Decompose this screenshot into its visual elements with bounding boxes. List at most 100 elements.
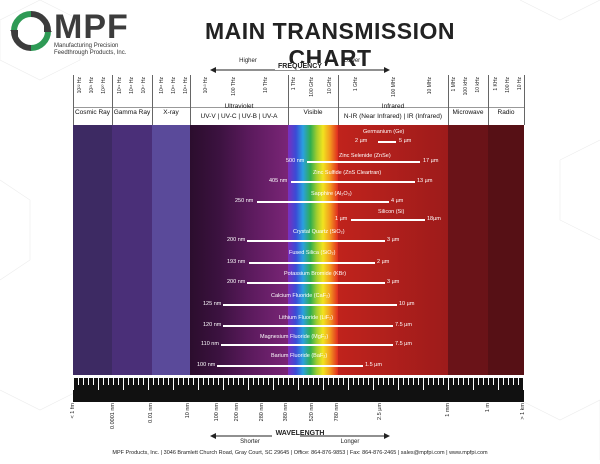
ruler-tick	[113, 378, 114, 385]
tick-label: 100 Hz	[505, 77, 511, 93]
ruler-tick	[428, 378, 429, 385]
material-range-bar	[217, 365, 363, 367]
ruler-tick	[398, 378, 399, 390]
material-max: 3 µm	[387, 279, 400, 285]
ruler-tick	[188, 378, 189, 385]
wavelength-tick-label: > 1 km	[520, 403, 526, 420]
wavelength-tick-label: 780 nm	[334, 403, 340, 422]
material-label: Zinc Selenide (ZnSe)	[339, 153, 391, 159]
material-range-bar	[257, 201, 389, 203]
material-min: 125 nm	[203, 301, 222, 307]
band-separator	[190, 75, 191, 125]
material-min: 1 µm	[335, 216, 348, 222]
material-min: 2 µm	[355, 138, 368, 144]
ruler-tick	[388, 378, 389, 385]
material-min: 120 nm	[203, 322, 222, 328]
material-min: 200 nm	[227, 279, 246, 285]
ruler-tick	[78, 378, 79, 385]
material-range-bar	[378, 141, 396, 143]
band-cosmic	[73, 125, 112, 375]
ruler-tick	[358, 378, 359, 385]
tick-label: 100 kHz	[463, 77, 469, 96]
ruler-tick	[308, 378, 309, 385]
ruler-tick	[73, 378, 74, 390]
ruler-tick	[248, 378, 249, 390]
material-range-bar	[249, 262, 375, 264]
tick-label: 10¹⁶ Hz	[159, 77, 165, 94]
ruler-tick	[333, 378, 334, 385]
wavelength-tick-label: 2.5 µm	[377, 403, 383, 420]
tick-label: 10²⁰ Hz	[101, 77, 107, 94]
band-separator	[152, 75, 153, 125]
ruler-tick	[383, 378, 384, 385]
band-label-radio: Radio	[497, 109, 515, 116]
ruler-tick	[293, 378, 294, 385]
ruler-tick	[353, 378, 354, 385]
ruler-tick	[408, 378, 409, 385]
frequency-label: FREQUENCY	[275, 63, 325, 70]
ruler-tick	[373, 378, 374, 390]
tick-label: 10²² Hz	[77, 77, 83, 94]
ruler-tick	[253, 378, 254, 385]
band-label-microwave: Microwave	[452, 109, 484, 116]
frequency-row: Higher Lower FREQUENCY	[0, 58, 600, 74]
ruler-tick	[168, 378, 169, 385]
wavelength-tick-label: 0.01 nm	[148, 403, 154, 423]
ruler-tick	[348, 378, 349, 390]
wavelength-longer-label: Longer	[340, 439, 360, 445]
band-separator	[73, 75, 74, 125]
ruler-tick	[298, 378, 299, 390]
material-label: Silicon (Si)	[378, 209, 405, 215]
ruler-tick	[393, 378, 394, 385]
ruler-tick	[513, 378, 514, 385]
ruler-tick	[463, 378, 464, 385]
ruler-tick	[83, 378, 84, 385]
material-label: Magnesium Fluoride (MgF₂)	[260, 334, 329, 340]
company-logo: MPF Manufacturing Precision Feedthrough …	[10, 8, 170, 68]
ruler-tick	[178, 378, 179, 385]
ruler-tick	[213, 378, 214, 385]
logo-subtitle-line1: Manufacturing Precision	[54, 43, 119, 49]
tick-label: 10¹⁹ Hz	[117, 77, 123, 94]
ruler-tick	[103, 378, 104, 385]
band-radio	[488, 125, 524, 375]
tick-label: 100 MHz	[391, 77, 397, 98]
material-max: 5 µm	[399, 138, 412, 144]
ruler-tick	[303, 378, 304, 385]
tick-label: 10 kHz	[475, 77, 481, 93]
ruler-tick	[313, 378, 314, 385]
tick-label: 10¹⁵ Hz	[171, 77, 177, 94]
material-label: Fused Silica (SiO₂)	[289, 250, 336, 256]
tick-label: 10 GHz	[327, 77, 333, 94]
ruler-tick	[278, 378, 279, 385]
ruler-tick	[118, 378, 119, 385]
ruler-tick	[88, 378, 89, 385]
ruler-tick	[108, 378, 109, 385]
tick-label: 1 MHz	[451, 77, 457, 92]
tick-label: 10¹⁷ Hz	[141, 77, 147, 94]
band-separator	[112, 75, 113, 125]
band-microwave	[448, 125, 488, 375]
ruler-tick	[218, 378, 219, 385]
right-arrow-icon	[300, 433, 390, 439]
material-range-bar	[223, 325, 393, 327]
ruler-tick	[233, 378, 234, 385]
material-min: 100 nm	[197, 362, 216, 368]
material-range-bar	[307, 161, 420, 163]
ruler-tick	[128, 378, 129, 385]
ruler-tick	[508, 378, 509, 385]
recycle-arrows-icon	[10, 11, 52, 51]
material-range-bar	[247, 240, 385, 242]
material-max: 18µm	[427, 216, 441, 222]
ruler-tick	[268, 378, 269, 385]
logo-subtitle-line2: Feedthrough Products, Inc.	[54, 50, 127, 56]
ruler-tick	[468, 378, 469, 385]
material-max: 2 µm	[377, 259, 390, 265]
ruler-tick	[198, 378, 199, 390]
ruler-tick	[223, 378, 224, 390]
band-label-ir: Infrared	[381, 103, 405, 110]
tick-label: 1 KHz	[493, 77, 499, 91]
wavelength-tick-label: 0.0001 nm	[110, 403, 116, 429]
material-label: Crystal Quartz (SiO₂)	[293, 229, 345, 235]
